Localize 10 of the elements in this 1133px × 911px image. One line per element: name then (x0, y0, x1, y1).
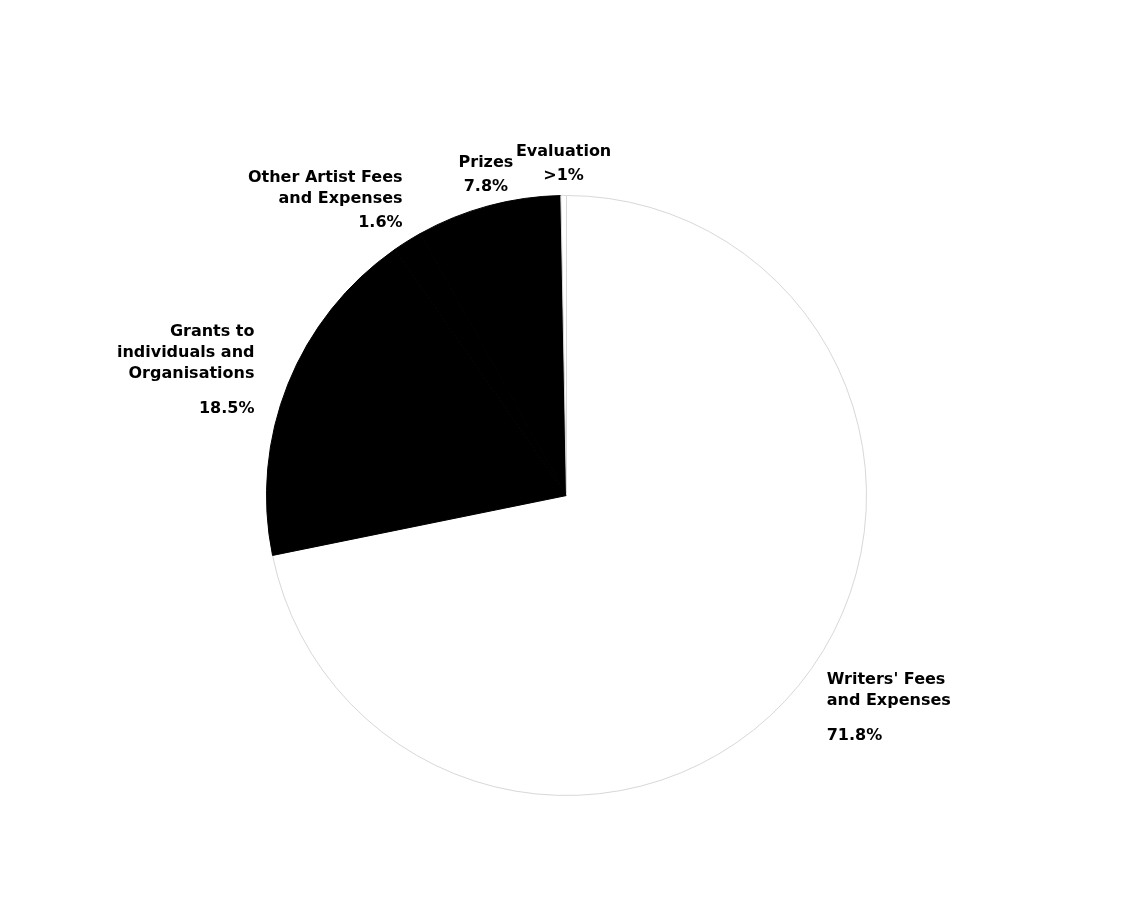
slice-label: Grants to individuals and Organisations (116, 321, 255, 383)
slice-label: Evaluation (515, 141, 612, 161)
slice-label: Writers' Fees and Expenses (826, 669, 951, 710)
slice-label: Other Artist Fees and Expenses (247, 167, 403, 208)
data-label: 18.5% (198, 398, 255, 418)
slice-label: Prizes (458, 151, 514, 171)
data-label: 71.8% (826, 725, 883, 745)
data-label: 7.8% (463, 175, 509, 195)
data-label: 1.6% (358, 212, 403, 232)
data-label: >1% (543, 165, 584, 185)
